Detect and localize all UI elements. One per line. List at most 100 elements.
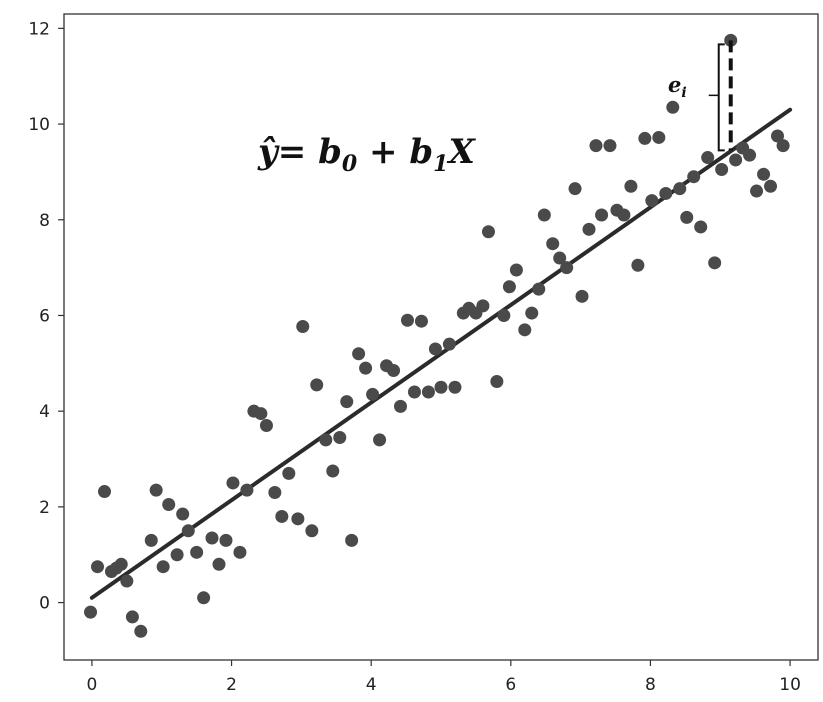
data-point: [259, 419, 273, 433]
data-point: [254, 407, 268, 421]
data-point: [518, 323, 532, 337]
residual-label-sub: i: [681, 85, 686, 101]
data-point: [394, 399, 408, 413]
data-point: [373, 433, 387, 447]
y-tick-label: 8: [39, 211, 50, 231]
data-point: [114, 557, 128, 571]
data-point: [771, 129, 785, 143]
x-tick-label: 0: [87, 675, 98, 695]
residual-label: ei: [668, 72, 687, 101]
regression-equation: ŷ= b0 + b1X: [257, 132, 476, 177]
data-point: [156, 560, 170, 574]
data-point: [631, 258, 645, 272]
data-point: [680, 210, 694, 224]
data-point: [490, 375, 504, 389]
data-point: [352, 347, 366, 361]
data-point: [595, 208, 609, 222]
residual-annotation: [708, 40, 733, 152]
data-point: [673, 182, 687, 196]
data-point: [553, 251, 567, 265]
data-point: [652, 130, 666, 144]
data-point: [219, 533, 233, 547]
data-point: [212, 557, 226, 571]
data-point: [582, 222, 596, 236]
x-tick-label: 6: [505, 675, 516, 695]
y-tick-label: 12: [28, 19, 50, 39]
equation-sub0: 0: [342, 151, 358, 177]
data-point: [638, 131, 652, 145]
data-point: [134, 624, 148, 638]
data-point: [91, 560, 105, 574]
regression-line: [89, 107, 793, 600]
data-point: [687, 170, 701, 184]
equation-part3: X: [446, 132, 476, 172]
y-tick-label: 2: [39, 498, 50, 518]
data-point: [149, 483, 163, 497]
data-point: [497, 308, 511, 322]
x-tick-label: 2: [226, 675, 237, 695]
data-point: [624, 179, 638, 193]
data-point: [282, 466, 296, 480]
data-point: [575, 289, 589, 303]
data-points: [84, 33, 790, 638]
data-point: [407, 385, 421, 399]
data-point: [568, 182, 582, 196]
data-point: [448, 380, 462, 394]
data-point: [240, 483, 254, 497]
data-point: [776, 139, 790, 153]
data-point: [750, 184, 764, 198]
data-point: [305, 524, 319, 538]
data-point: [743, 148, 757, 162]
data-point: [434, 380, 448, 394]
data-point: [275, 509, 289, 523]
data-point: [181, 524, 195, 538]
data-point: [268, 486, 282, 500]
data-point: [645, 194, 659, 208]
plot-frame: [63, 13, 819, 661]
data-point: [340, 395, 354, 409]
data-point: [190, 545, 204, 559]
data-point: [708, 256, 722, 270]
data-point: [509, 263, 523, 277]
data-point: [162, 497, 176, 511]
data-point: [589, 139, 603, 153]
data-point: [144, 533, 158, 547]
data-point: [476, 299, 490, 313]
data-point: [764, 179, 778, 193]
equation-part2: + b: [357, 132, 433, 172]
data-point: [387, 363, 401, 377]
data-point: [326, 464, 340, 478]
data-point: [502, 280, 516, 294]
data-point: [319, 433, 333, 447]
data-point: [560, 261, 574, 275]
data-point: [345, 533, 359, 547]
data-point: [729, 153, 743, 167]
data-point: [428, 342, 442, 356]
data-point: [176, 507, 190, 521]
data-point: [421, 385, 435, 399]
data-point: [525, 306, 539, 320]
y-tick-label: 6: [39, 306, 50, 326]
equation-sub1: 1: [433, 151, 448, 177]
data-point: [532, 282, 546, 296]
residual-bracket: [717, 43, 725, 152]
data-point: [481, 225, 495, 239]
y-tick-label: 10: [28, 115, 50, 135]
data-point: [97, 485, 111, 499]
equation-part1: = b: [278, 132, 342, 172]
data-point: [84, 605, 98, 619]
data-point: [296, 319, 310, 333]
regression-line-layer: [89, 107, 793, 600]
data-point: [400, 313, 414, 327]
data-point: [197, 591, 211, 605]
data-point: [546, 237, 560, 251]
data-point: [291, 512, 305, 526]
data-point: [694, 220, 708, 234]
data-point: [205, 531, 219, 545]
data-point: [442, 337, 456, 351]
data-point: [226, 476, 240, 490]
axes: [63, 13, 819, 661]
